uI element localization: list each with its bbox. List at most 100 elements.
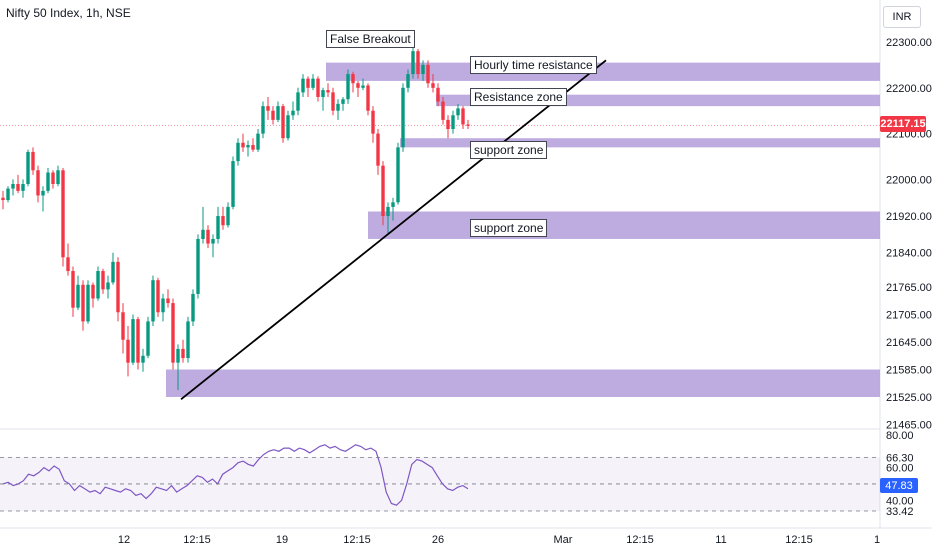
zone-label-hourly-resistance: Hourly time resistance <box>470 56 597 74</box>
candle-body <box>371 110 375 134</box>
candle-body <box>286 115 290 139</box>
price-tick-label: 21645.00 <box>886 337 932 349</box>
candle-body <box>11 184 15 189</box>
candle-body <box>316 78 320 97</box>
price-tick-label: 21465.00 <box>886 419 932 431</box>
candle-body <box>356 83 360 88</box>
candle-body <box>161 298 165 313</box>
candle-body <box>341 99 345 104</box>
rsi-tick-label: 66.30 <box>886 452 914 464</box>
candle-body <box>121 312 125 340</box>
candle-body <box>331 92 335 111</box>
candle-body <box>201 229 205 239</box>
rsi-line <box>2 444 469 506</box>
zone-rect-2 <box>400 138 880 148</box>
zone-rect-1 <box>436 94 880 107</box>
candle-body <box>386 206 390 217</box>
candle-body <box>321 90 325 97</box>
price-tick-label: 21840.00 <box>886 248 932 260</box>
candle-body <box>101 271 105 290</box>
candle-body <box>236 142 240 162</box>
candle-body <box>276 106 280 120</box>
candle-body <box>151 280 155 322</box>
candle-body <box>96 271 100 299</box>
candle-body <box>146 321 150 356</box>
rsi-tick-label: 40.00 <box>886 495 914 507</box>
candle-body <box>396 147 400 203</box>
candle-body <box>36 170 40 196</box>
candle-body <box>381 165 385 217</box>
candle-body <box>196 238 200 294</box>
candle-body <box>231 161 235 207</box>
candle-body <box>446 119 450 130</box>
symbol-title: Nifty 50 Index, 1h, NSE <box>6 6 131 20</box>
candle-body <box>141 355 145 363</box>
time-tick-label: 12:15 <box>785 534 813 546</box>
price-tick-label: 22200.00 <box>886 83 932 95</box>
candle-body <box>416 51 420 75</box>
candle-body <box>131 319 135 363</box>
candle-body <box>41 190 45 196</box>
candle-body <box>361 85 365 88</box>
candle-body <box>461 108 465 125</box>
false-breakout-label: False Breakout <box>326 30 415 48</box>
candle-body <box>441 101 445 120</box>
candle-body <box>221 216 225 226</box>
price-tick-label: 22300.00 <box>886 37 932 49</box>
zone-rect-3 <box>368 211 880 239</box>
candle-body <box>6 188 10 201</box>
price-tick-label: 21705.00 <box>886 310 932 322</box>
zone-label-support-upper: support zone <box>470 141 548 159</box>
candle-body <box>61 170 65 258</box>
candle-body <box>366 85 370 111</box>
candle-body <box>291 110 295 116</box>
candle-body <box>466 124 470 126</box>
candle-body <box>71 271 75 308</box>
price-tick-label: 21525.00 <box>886 392 932 404</box>
candle-body <box>431 83 435 88</box>
time-tick-label: 12:15 <box>183 534 211 546</box>
candle-body <box>91 284 95 299</box>
candle-body <box>261 106 265 134</box>
time-tick-label: 12:15 <box>343 534 371 546</box>
candle-body <box>76 284 80 308</box>
candle-body <box>181 348 185 359</box>
candle-body <box>56 170 60 184</box>
candle-body <box>241 142 245 148</box>
candle-body <box>426 64 430 84</box>
trendline <box>180 59 607 400</box>
candle-body <box>81 284 85 322</box>
candle-body <box>16 184 20 191</box>
candle-body <box>186 321 190 359</box>
candle-body <box>86 284 90 322</box>
candle-body <box>171 303 175 363</box>
candle-body <box>401 87 405 148</box>
candle-body <box>26 151 30 184</box>
time-tick-label: 12:15 <box>626 534 654 546</box>
candle-body <box>246 145 250 148</box>
candle-body <box>1 197 5 201</box>
candle-body <box>306 78 310 88</box>
currency-selector[interactable]: INR <box>883 6 921 28</box>
candle-body <box>211 238 215 244</box>
candle-body <box>456 108 460 116</box>
candle-body <box>421 64 425 75</box>
candle-body <box>256 133 260 150</box>
candle-body <box>206 229 210 244</box>
rsi-tick-label: 60.00 <box>886 463 914 475</box>
zone-label-support-lower: support zone <box>470 219 548 237</box>
price-tick-label: 21920.00 <box>886 211 932 223</box>
last-price-badge: 22117.15 <box>880 116 926 132</box>
rsi-tick-label: 80.00 <box>886 430 914 442</box>
candle-body <box>336 103 340 111</box>
candle-body <box>156 280 160 313</box>
candle-body <box>301 78 305 93</box>
candle-body <box>116 261 120 313</box>
candle-body <box>406 74 410 88</box>
candle-body <box>346 74 350 100</box>
candle-body <box>281 106 285 139</box>
candle-body <box>31 151 35 171</box>
candle-body <box>311 78 315 88</box>
candle-body <box>271 110 275 120</box>
